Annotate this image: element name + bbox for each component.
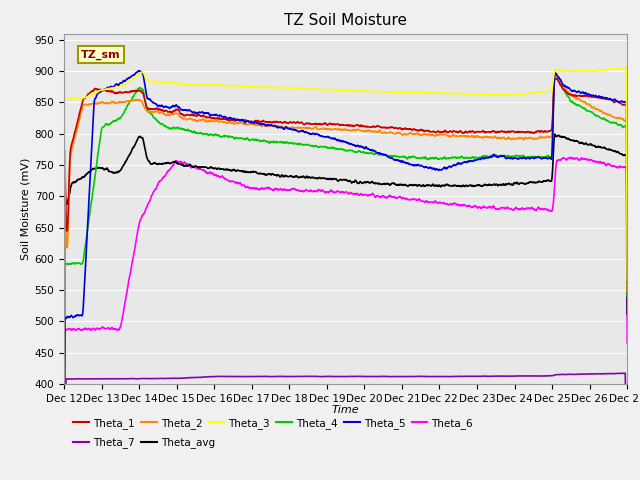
Theta_4 <box>623 294 631 300</box>
Theta_2 <box>319 125 327 131</box>
Theta_5 <box>504 155 511 161</box>
Theta_2 <box>607 113 615 119</box>
Legend: Theta_7, Theta_avg: Theta_7, Theta_avg <box>69 433 219 452</box>
Theta_5 <box>135 68 143 73</box>
Title: TZ Soil Moisture: TZ Soil Moisture <box>284 13 407 28</box>
Y-axis label: Soil Moisture (mV): Soil Moisture (mV) <box>20 157 30 260</box>
X-axis label: Time: Time <box>332 405 360 415</box>
Theta_avg <box>607 147 614 153</box>
Line: Theta_avg: Theta_avg <box>64 134 627 410</box>
Theta_avg <box>60 408 68 413</box>
Theta_7 <box>334 374 342 380</box>
Theta_6 <box>623 340 631 346</box>
Theta_3 <box>89 91 97 97</box>
Theta_6 <box>607 163 614 168</box>
Line: Theta_5: Theta_5 <box>64 71 627 476</box>
Theta_avg <box>504 181 511 187</box>
Theta_4 <box>319 144 327 150</box>
Theta_avg <box>319 175 327 181</box>
Theta_5 <box>60 473 68 479</box>
Theta_6 <box>567 155 575 160</box>
Theta_4 <box>60 446 68 452</box>
Theta_3 <box>607 66 614 72</box>
Theta_1 <box>60 375 68 381</box>
Theta_5 <box>623 276 631 282</box>
Text: TZ_sm: TZ_sm <box>81 49 120 60</box>
Theta_6 <box>89 326 97 332</box>
Theta_7 <box>504 373 511 379</box>
Theta_7 <box>89 376 97 382</box>
Theta_2 <box>551 70 559 76</box>
Theta_4 <box>607 120 614 126</box>
Theta_6 <box>319 187 327 193</box>
Theta_4 <box>504 153 511 158</box>
Theta_4 <box>552 72 559 78</box>
Theta_5 <box>334 137 342 143</box>
Theta_5 <box>89 124 97 130</box>
Theta_7 <box>621 371 628 376</box>
Line: Theta_2: Theta_2 <box>64 73 627 380</box>
Theta_avg <box>334 178 342 184</box>
Theta_7 <box>607 371 614 376</box>
Theta_3 <box>504 92 511 98</box>
Line: Theta_7: Theta_7 <box>64 373 627 480</box>
Theta_6 <box>334 188 342 194</box>
Theta_1 <box>607 97 614 103</box>
Theta_4 <box>334 146 342 152</box>
Theta_avg <box>89 166 97 171</box>
Theta_2 <box>334 127 342 132</box>
Theta_6 <box>504 204 511 210</box>
Theta_6 <box>607 163 615 168</box>
Theta_3 <box>621 65 628 71</box>
Theta_4 <box>607 120 615 126</box>
Theta_1 <box>504 129 511 135</box>
Line: Theta_1: Theta_1 <box>64 79 627 378</box>
Theta_1 <box>319 121 327 127</box>
Theta_3 <box>607 66 614 72</box>
Theta_5 <box>607 97 615 103</box>
Theta_3 <box>60 363 68 369</box>
Line: Theta_4: Theta_4 <box>64 75 627 449</box>
Theta_avg <box>607 147 615 153</box>
Theta_1 <box>89 88 97 94</box>
Theta_5 <box>607 96 614 102</box>
Theta_1 <box>334 121 342 127</box>
Theta_2 <box>504 135 511 141</box>
Line: Theta_6: Theta_6 <box>64 157 627 480</box>
Theta_1 <box>607 97 615 103</box>
Theta_avg <box>551 131 559 137</box>
Theta_3 <box>319 87 327 93</box>
Theta_2 <box>89 100 97 106</box>
Theta_3 <box>334 87 342 93</box>
Theta_2 <box>607 112 614 118</box>
Theta_2 <box>623 289 631 295</box>
Line: Theta_3: Theta_3 <box>64 68 627 366</box>
Theta_4 <box>89 190 97 195</box>
Theta_6 <box>60 479 68 480</box>
Theta_7 <box>319 374 327 380</box>
Theta_1 <box>623 279 631 285</box>
Theta_2 <box>60 377 68 383</box>
Theta_5 <box>319 133 327 139</box>
Theta_1 <box>553 76 561 82</box>
Theta_avg <box>623 312 631 317</box>
Theta_7 <box>607 371 614 376</box>
Theta_3 <box>623 277 631 283</box>
